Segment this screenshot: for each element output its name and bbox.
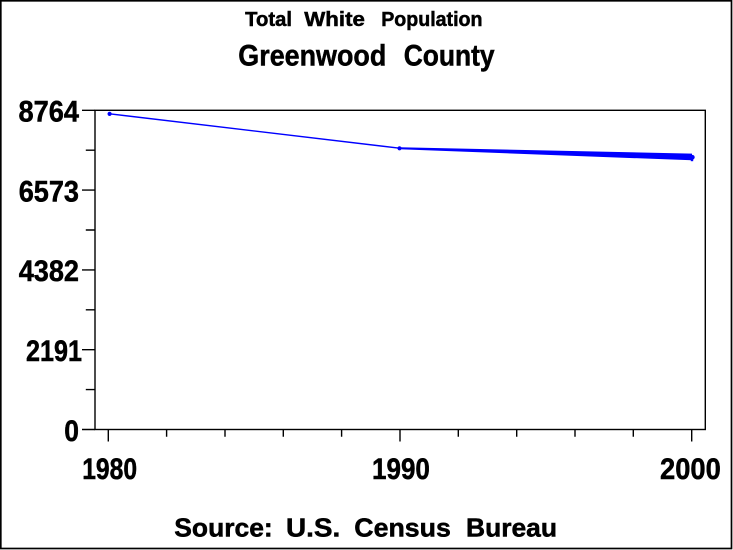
svg-text:6573: 6573 xyxy=(19,175,79,208)
svg-text:8764: 8764 xyxy=(19,96,80,129)
svg-text:Greenwood: Greenwood xyxy=(238,40,386,73)
svg-text:U.S.: U.S. xyxy=(286,513,340,543)
svg-text:2191: 2191 xyxy=(26,335,82,368)
svg-text:Population: Population xyxy=(381,9,482,31)
svg-text:0: 0 xyxy=(64,415,79,448)
svg-text:Bureau: Bureau xyxy=(466,513,557,543)
svg-text:1990: 1990 xyxy=(372,453,430,486)
svg-text:County: County xyxy=(404,40,495,73)
svg-text:1980: 1980 xyxy=(82,453,137,486)
svg-text:Total: Total xyxy=(245,9,292,31)
svg-text:2000: 2000 xyxy=(660,453,721,486)
svg-text:White: White xyxy=(304,9,365,31)
svg-text:Source:: Source: xyxy=(174,513,272,543)
svg-text:4382: 4382 xyxy=(19,255,79,288)
svg-text:Census: Census xyxy=(354,513,451,543)
